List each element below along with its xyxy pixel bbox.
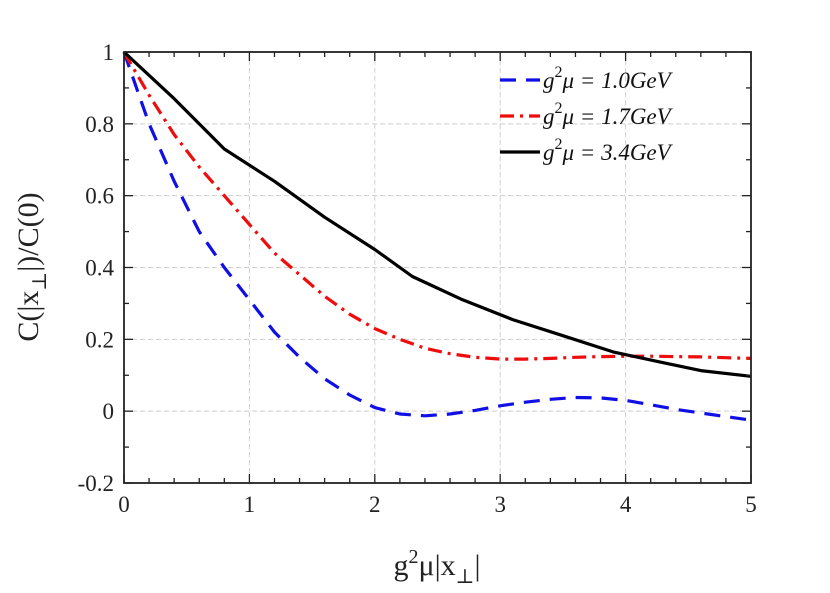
x-axis-label: g2μ|x⊥| xyxy=(394,546,481,588)
x-tick-label: 2 xyxy=(369,492,381,517)
series-layer xyxy=(122,50,752,422)
series-line-3 xyxy=(122,50,752,378)
grid xyxy=(124,52,751,483)
tick-labels: 0 1 2 3 4 5-0.200.20.40.60.81 xyxy=(78,40,757,517)
y-tick-label: 0.4 xyxy=(85,256,114,281)
x-tick-label: 4 xyxy=(620,492,632,517)
x-tick-label: 3 xyxy=(494,492,506,517)
series-line-2 xyxy=(122,51,752,361)
y-tick-label: 0.8 xyxy=(85,112,114,137)
x-tick-label: 1 xyxy=(244,492,256,517)
y-tick-label: 0 xyxy=(103,399,115,424)
y-tick-label: 0.2 xyxy=(85,327,114,352)
legend-label-2: g2μ = 1.7GeV xyxy=(543,100,674,129)
y-tick-label: -0.2 xyxy=(78,471,114,496)
ticks xyxy=(123,51,752,484)
legend-label-1: g2μ = 1.0GeV xyxy=(543,64,674,93)
x-tick-label: 5 xyxy=(745,492,757,517)
legend-label-3: g2μ = 3.4GeV xyxy=(543,136,674,165)
series-line-1 xyxy=(122,51,752,422)
legend: g2μ = 1.0GeV g2μ = 1.7GeV g2μ = 3.4GeV xyxy=(500,64,674,165)
y-tick-label: 1 xyxy=(103,40,115,65)
x-tick-label: 0 xyxy=(118,492,130,517)
y-axis-label: C(|x⊥|)/C(0) xyxy=(12,192,51,341)
y-tick-label: 0.6 xyxy=(85,184,114,209)
